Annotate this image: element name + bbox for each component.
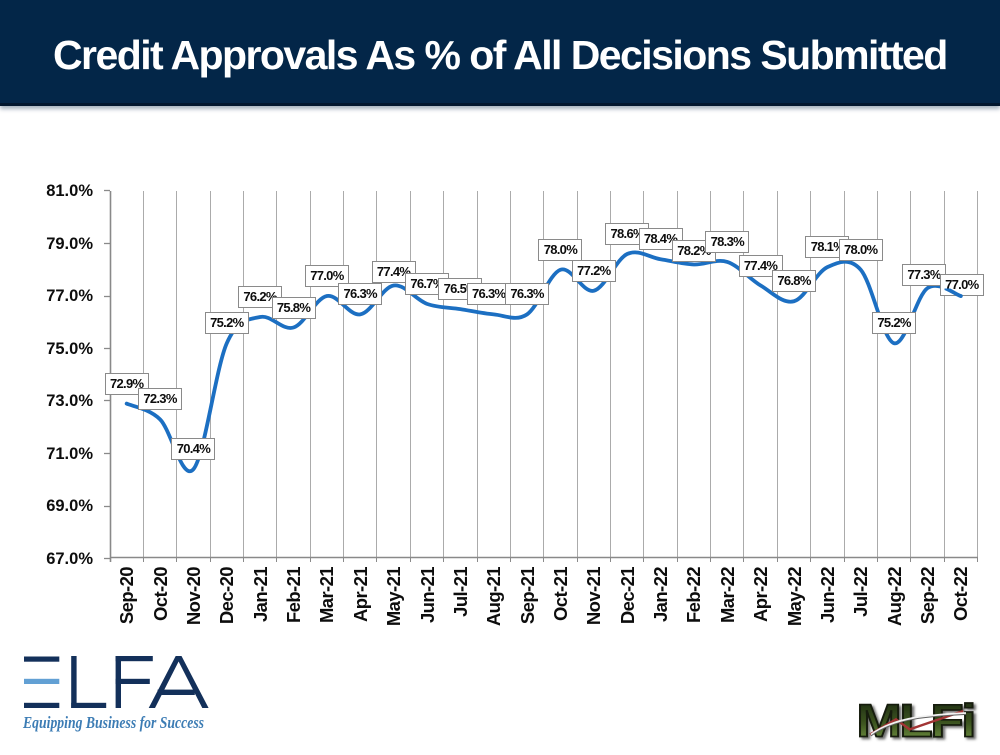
svg-text:MLFi: MLFi — [856, 695, 974, 747]
svg-text:Equipping Business for Success: Equipping Business for Success — [22, 713, 204, 732]
